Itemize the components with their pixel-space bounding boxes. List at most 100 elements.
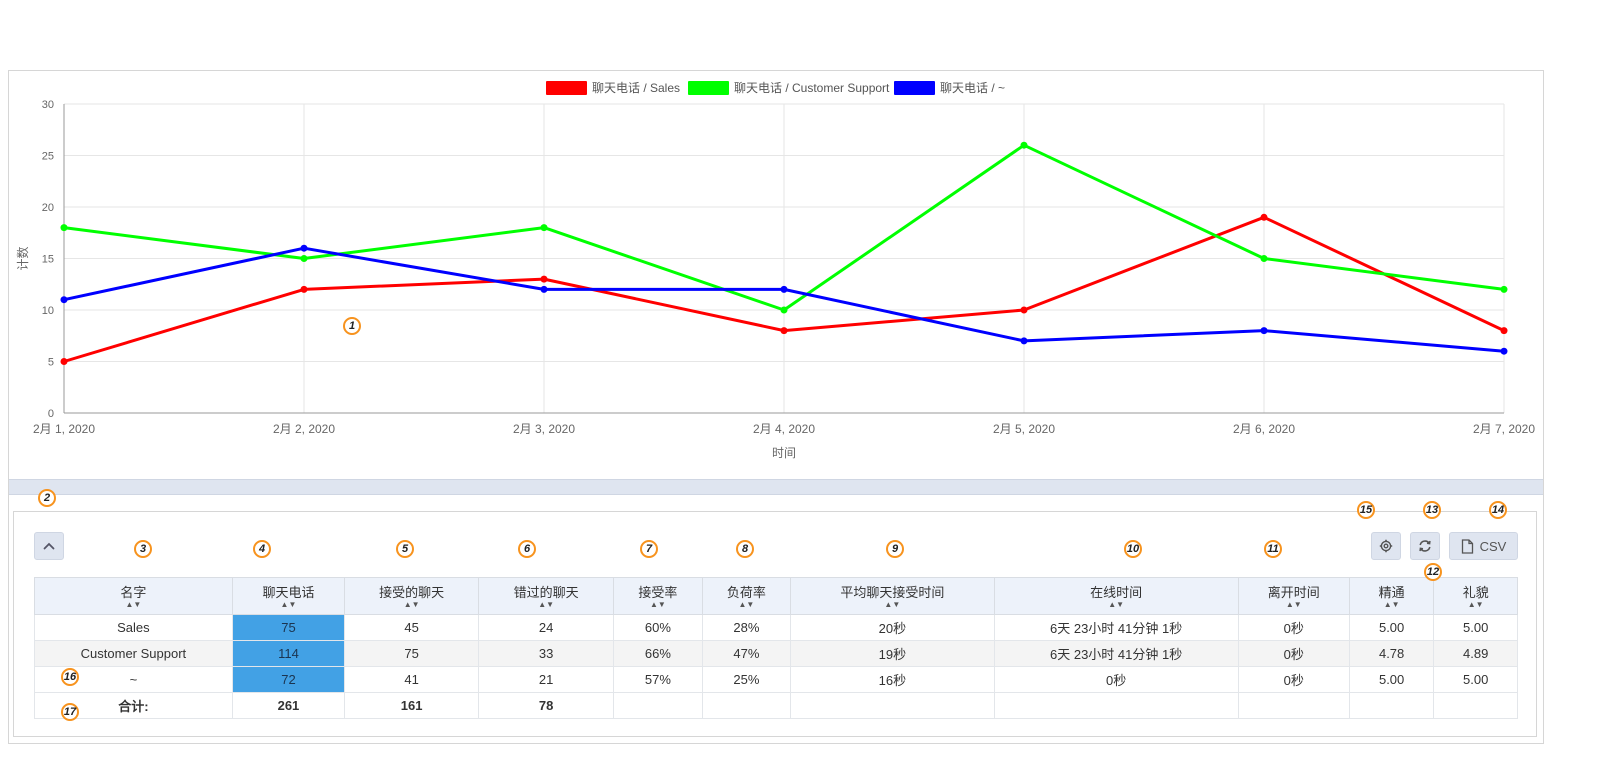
gear-icon xyxy=(1379,539,1393,553)
cell-chats: 72 xyxy=(231,666,346,693)
resize-divider[interactable] xyxy=(9,479,1543,495)
settings-button[interactable] xyxy=(1371,532,1401,560)
column-header-accepted[interactable]: 接受的聊天 ▲▼ xyxy=(344,577,480,615)
cell-politeness: 5.00 xyxy=(1433,666,1518,693)
data-point xyxy=(780,306,788,314)
y-tick-label: 15 xyxy=(42,254,54,266)
data-point xyxy=(300,255,308,262)
refresh-icon xyxy=(1419,540,1431,552)
data-point xyxy=(60,224,68,232)
cell-missed: 33 xyxy=(478,640,615,667)
chevron-up-icon xyxy=(43,542,55,550)
y-tick-label: 20 xyxy=(42,202,54,214)
sort-icon[interactable]: ▲▼ xyxy=(649,599,666,609)
cell-accept-rate: 60% xyxy=(613,614,703,641)
total-missed: 78 xyxy=(478,692,615,719)
total-cell xyxy=(1433,692,1518,719)
sort-icon[interactable]: ▲▼ xyxy=(403,599,420,609)
sort-icon[interactable]: ▲▼ xyxy=(280,599,297,609)
cell-proficiency: 4.78 xyxy=(1348,640,1435,667)
cell-load-rate: 25% xyxy=(701,666,792,693)
data-point xyxy=(540,224,548,232)
x-tick-label: 2月 2, 2020 xyxy=(273,422,335,436)
column-header-load-rate[interactable]: 负荷率 ▲▼ xyxy=(701,577,792,615)
x-tick-label: 2月 7, 2020 xyxy=(1473,422,1535,436)
legend-swatch xyxy=(688,81,729,95)
sort-icon[interactable]: ▲▼ xyxy=(1467,599,1484,609)
total-chats: 261 xyxy=(231,692,346,719)
y-tick-label: 25 xyxy=(42,151,54,163)
line-chart: 0 5 10 15 20 25 30 2月 1, 2020 2月 2, 2020 2月 3, 20… xyxy=(15,81,1535,460)
data-point xyxy=(300,285,308,293)
cell-name: Sales xyxy=(34,614,233,641)
sort-icon[interactable]: ▲▼ xyxy=(1108,599,1125,609)
column-header-politeness[interactable]: 礼貌 ▲▼ xyxy=(1433,577,1518,615)
annotation-marker: 12 xyxy=(1424,563,1442,581)
data-point xyxy=(780,327,788,335)
total-cell xyxy=(701,692,792,719)
annotation-marker: 17 xyxy=(61,703,79,721)
data-point xyxy=(1260,213,1268,221)
data-point xyxy=(1260,255,1268,262)
data-point xyxy=(60,358,68,365)
annotation-marker: 7 xyxy=(640,540,658,558)
cell-politeness: 4.89 xyxy=(1433,640,1518,667)
file-icon xyxy=(1461,538,1473,554)
column-header-accept-rate[interactable]: 接受率 ▲▼ xyxy=(613,577,703,615)
annotation-marker: 9 xyxy=(886,540,904,558)
x-tick-label: 2月 6, 2020 xyxy=(1233,422,1295,436)
cell-chats: 75 xyxy=(231,614,346,641)
sort-icon[interactable]: ▲▼ xyxy=(125,599,142,609)
annotation-marker: 5 xyxy=(396,540,414,558)
sort-icon[interactable]: ▲▼ xyxy=(884,599,901,609)
collapse-button[interactable] xyxy=(34,532,64,560)
cell-accept-rate: 66% xyxy=(613,640,703,667)
cell-avg-accept-time: 16秒 xyxy=(790,666,995,693)
x-tick-label: 2月 4, 2020 xyxy=(753,422,815,436)
refresh-button[interactable] xyxy=(1410,532,1440,560)
annotation-marker: 3 xyxy=(134,540,152,558)
total-cell xyxy=(790,692,995,719)
annotation-marker: 2 xyxy=(38,489,56,507)
column-header-online-time[interactable]: 在线时间 ▲▼ xyxy=(993,577,1239,615)
legend-label: 聊天电话 / Sales xyxy=(592,81,680,95)
x-axis-title: 时间 xyxy=(772,446,796,460)
sort-icon[interactable]: ▲▼ xyxy=(538,599,555,609)
annotation-marker: 16 xyxy=(61,668,79,686)
total-accepted: 161 xyxy=(344,692,480,719)
cell-load-rate: 47% xyxy=(701,640,792,667)
annotation-marker: 6 xyxy=(518,540,536,558)
legend-swatch xyxy=(894,81,935,95)
data-point xyxy=(540,275,548,283)
cell-missed: 21 xyxy=(478,666,615,693)
total-cell xyxy=(993,692,1239,719)
legend-swatch xyxy=(546,81,587,95)
table-header-row: 名字 ▲▼ 聊天电话 ▲▼ 接受的聊天 ▲▼ 错过的聊天 ▲▼ 接受率 ▲▼ 负荷率 ▲▼ … xyxy=(34,577,1518,615)
column-header-chats[interactable]: 聊天电话 ▲▼ xyxy=(231,577,346,615)
column-header-missed[interactable]: 错过的聊天 ▲▼ xyxy=(478,577,615,615)
csv-label: CSV xyxy=(1479,538,1507,554)
sort-icon[interactable]: ▲▼ xyxy=(1285,599,1302,609)
table-row: Customer Support 114 75 33 66% 47% 19秒 6… xyxy=(34,640,1518,667)
table-row: ~ 72 41 21 57% 25% 16秒 0秒 0秒 5.00 5.00 xyxy=(34,666,1518,693)
x-tick-label: 2月 3, 2020 xyxy=(513,422,575,436)
annotation-marker: 4 xyxy=(253,540,271,558)
y-axis-title: 计数 xyxy=(15,246,30,270)
y-tick-label: 5 xyxy=(48,357,54,369)
data-point xyxy=(1260,327,1268,335)
column-header-proficiency[interactable]: 精通 ▲▼ xyxy=(1348,577,1435,615)
agents-table: 名字 ▲▼ 聊天电话 ▲▼ 接受的聊天 ▲▼ 错过的聊天 ▲▼ 接受率 ▲▼ 负荷率 ▲▼ … xyxy=(34,577,1518,719)
y-tick-label: 10 xyxy=(42,305,54,317)
column-header-name[interactable]: 名字 ▲▼ xyxy=(34,577,233,615)
legend-label: 聊天电话 / Customer Support xyxy=(734,81,890,95)
y-tick-label: 0 xyxy=(48,408,54,420)
data-point xyxy=(1020,141,1028,149)
data-point xyxy=(1500,347,1508,355)
cell-accepted: 45 xyxy=(344,614,480,641)
column-header-away-time[interactable]: 离开时间 ▲▼ xyxy=(1237,577,1350,615)
column-header-avg-accept-time[interactable]: 平均聊天接受时间 ▲▼ xyxy=(790,577,995,615)
sort-icon[interactable]: ▲▼ xyxy=(738,599,755,609)
cell-online-time: 6天 23小时 41分钟 1秒 xyxy=(993,614,1239,641)
csv-export-button[interactable]: CSV xyxy=(1449,532,1518,560)
sort-icon[interactable]: ▲▼ xyxy=(1383,599,1400,609)
